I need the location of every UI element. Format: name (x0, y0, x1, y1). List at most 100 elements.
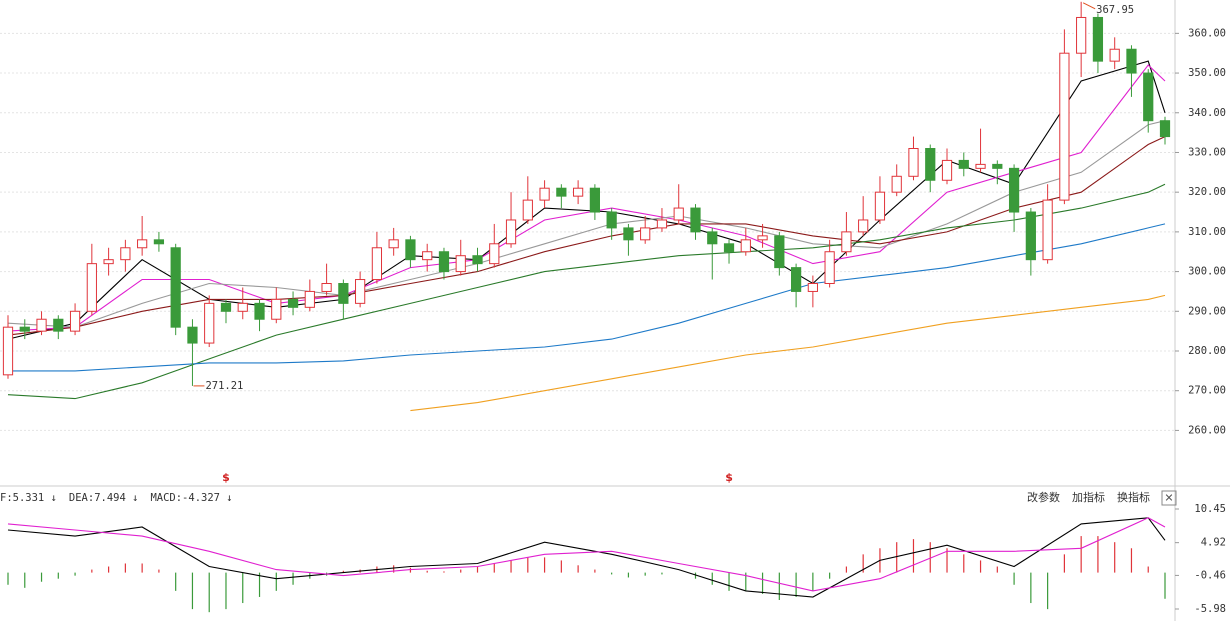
candle-body (103, 259, 114, 265)
legend-entry: F:5.331 ↓ (0, 492, 57, 504)
y-tick-label: -0.46 (1194, 569, 1226, 581)
candle-body (220, 302, 232, 312)
candle-body (53, 318, 64, 332)
candle-body (790, 267, 802, 292)
y-tick-label: -5.98 (1194, 603, 1226, 615)
close-box[interactable] (1161, 490, 1177, 506)
candle-body (891, 175, 902, 193)
candle-body (19, 326, 30, 332)
y-tick-label: 350.00 (1188, 67, 1226, 79)
candle-body (1025, 211, 1036, 261)
candle-body (690, 207, 701, 233)
y-tick-label: 4.92 (1201, 537, 1226, 549)
candle-body (237, 302, 248, 312)
candle-body (640, 227, 651, 241)
y-tick-label: 270.00 (1188, 385, 1226, 397)
candle-body (824, 251, 835, 284)
candle-body (941, 159, 953, 181)
toolbar-button[interactable]: 加指标 (1072, 490, 1105, 504)
legend-entry: DEA:7.494 ↓ (69, 492, 139, 504)
candle-body (271, 298, 282, 320)
toolbar-button[interactable]: 换指标 (1117, 490, 1150, 504)
candle-body (287, 298, 299, 308)
candle-body (1076, 16, 1087, 54)
y-tick-label: 320.00 (1188, 186, 1226, 198)
event-marker: $ (725, 471, 733, 484)
y-tick-label: 360.00 (1188, 27, 1226, 39)
candle-body (1143, 72, 1154, 122)
candle-body (321, 283, 332, 292)
candle-body (355, 279, 366, 304)
candle-body (908, 148, 919, 177)
candle-body (455, 255, 466, 273)
candle-body (204, 302, 215, 344)
candle-body (170, 247, 181, 328)
high-label: 367.95 (1096, 4, 1134, 16)
y-tick-label: 330.00 (1188, 146, 1226, 158)
candle-body (1109, 48, 1120, 62)
candle-body (137, 239, 148, 249)
candle-body (187, 326, 198, 344)
candle-body (1126, 48, 1137, 74)
candle-body (438, 251, 450, 273)
candle-body (925, 148, 936, 181)
candle-body (992, 163, 1003, 169)
indicator-line (7, 517, 1166, 592)
candle-body (1042, 199, 1053, 261)
candle-body (623, 227, 634, 241)
candle-body (86, 263, 97, 312)
candle-body (723, 243, 735, 253)
candle-body (1092, 16, 1104, 62)
indicator-line (8, 223, 1166, 372)
close-button[interactable]: ✕ (1164, 492, 1173, 505)
annotation-arrow (1082, 2, 1096, 10)
candle-body (673, 207, 684, 221)
y-tick-label: 280.00 (1188, 345, 1226, 357)
candle-body (522, 199, 533, 221)
candle-body (975, 163, 986, 169)
candle-body (505, 219, 517, 245)
candle-body (807, 283, 818, 292)
candle-body (371, 247, 383, 281)
candle-body (589, 187, 600, 213)
candle-body (36, 318, 47, 332)
candle-body (958, 159, 969, 169)
candle-body (489, 243, 500, 265)
candle-body (858, 219, 869, 233)
candle-body (573, 187, 584, 197)
candle-body (757, 235, 768, 241)
y-tick-label: 290.00 (1188, 305, 1226, 317)
candle-body (254, 302, 265, 320)
y-tick-label: 310.00 (1188, 226, 1226, 238)
candle-body (740, 239, 751, 253)
candle-body (874, 191, 886, 221)
candle-body (1159, 120, 1171, 138)
low-label: 271.21 (205, 380, 243, 392)
candle-body (1008, 167, 1020, 213)
candle-body (707, 231, 718, 245)
candle-body (2, 326, 14, 376)
candle-body (304, 290, 315, 308)
candle-body (841, 231, 852, 253)
toolbar-button[interactable]: 改参数 (1027, 490, 1060, 504)
candle-body (153, 239, 165, 245)
candle-body (338, 283, 349, 304)
indicator-line (7, 517, 1166, 598)
candle-body (388, 239, 399, 249)
candle-body (472, 255, 483, 265)
candle-body (69, 310, 81, 332)
y-tick-label: 260.00 (1188, 424, 1226, 436)
candle-body (774, 235, 785, 269)
candle-body (422, 251, 433, 261)
candle-body (1059, 52, 1070, 201)
candle-body (606, 211, 617, 229)
candle-body (539, 187, 550, 201)
y-tick-label: 300.00 (1188, 266, 1226, 278)
y-tick-label: 10.45 (1194, 503, 1226, 515)
candle-body (556, 187, 567, 197)
candle-body (656, 219, 668, 229)
y-tick-label: 340.00 (1188, 107, 1226, 119)
event-marker: $ (222, 471, 230, 484)
